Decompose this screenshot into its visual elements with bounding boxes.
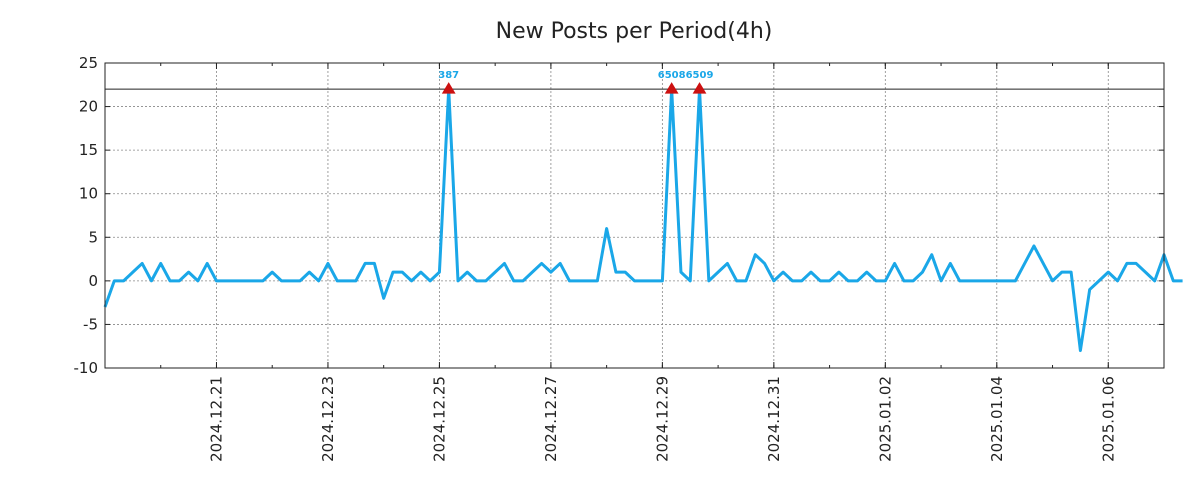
series-line-posts	[103, 87, 1183, 353]
x-tick-label: 2025.01.02	[876, 376, 894, 462]
y-tick-label: 15	[79, 141, 98, 159]
peak-label: 387	[438, 70, 459, 81]
x-tick-label: 2025.01.06	[1099, 376, 1117, 462]
chart-title: New Posts per Period(4h)	[496, 19, 773, 44]
plot-frame	[104, 62, 1165, 369]
y-tick-label: 20	[79, 98, 98, 116]
y-tick-label: -10	[74, 359, 99, 377]
x-tick-label: 2024.12.21	[207, 376, 225, 462]
peak-label: 6508	[658, 70, 686, 81]
x-tick-label: 2024.12.27	[542, 376, 560, 462]
y-tick-label: 5	[88, 228, 98, 246]
x-tick-label: 2025.01.04	[988, 376, 1006, 462]
axis-layer: -10 -5 0 5 10 15 20 25 2024.12.21 2024.12.23 2024.…	[74, 54, 1164, 462]
x-tick-label: 2024.12.25	[430, 376, 448, 462]
series-layer	[103, 87, 1183, 353]
y-tick-label: 0	[88, 272, 98, 290]
marker-layer: 387 6508 6509	[438, 70, 714, 94]
x-tick-label: 2024.12.23	[319, 376, 337, 462]
peak-marker	[664, 82, 679, 94]
x-tick-label: 2024.12.29	[653, 376, 671, 462]
grid-layer	[105, 63, 1164, 368]
peak-marker	[692, 82, 707, 94]
y-tick-label: 10	[79, 185, 98, 203]
y-tick-label: 25	[79, 54, 98, 72]
peak-marker	[441, 82, 456, 94]
y-tick-label: -5	[83, 315, 98, 333]
x-tick-label: 2024.12.31	[765, 376, 783, 462]
peak-label: 6509	[686, 70, 714, 81]
